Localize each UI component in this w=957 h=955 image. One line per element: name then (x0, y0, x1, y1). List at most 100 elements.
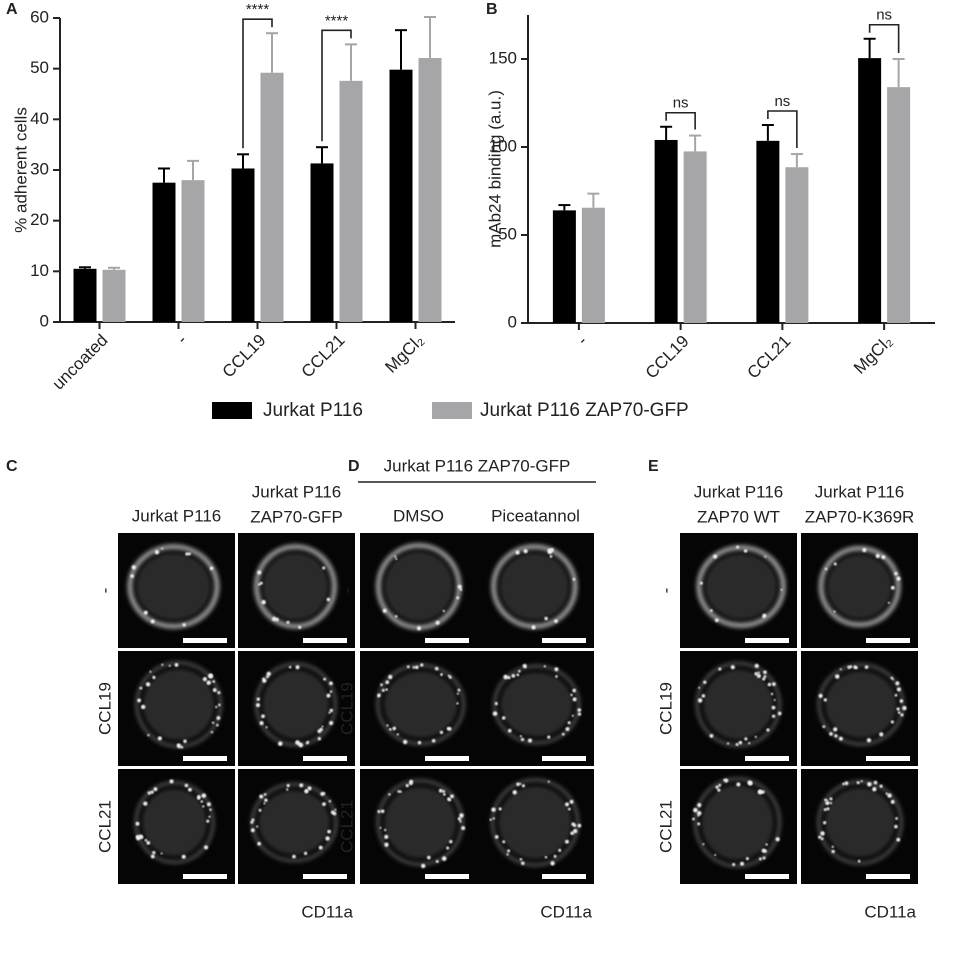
speckle (420, 663, 424, 667)
speckle (409, 781, 413, 786)
speckle (822, 725, 826, 728)
legend-label: Jurkat P116 (263, 400, 363, 421)
speckle (570, 693, 573, 697)
speckle (519, 782, 522, 785)
speckle (150, 619, 155, 624)
speckle (259, 581, 263, 585)
cell-membrane (493, 664, 581, 745)
speckle (406, 665, 410, 669)
cell-haze (824, 787, 896, 858)
speckle (256, 697, 260, 701)
speckle (833, 610, 836, 613)
speckle (139, 686, 143, 690)
row-label: - (95, 588, 114, 594)
scale-bar (425, 874, 469, 879)
speckle (396, 733, 399, 736)
speckle (763, 675, 767, 678)
speckle (327, 829, 331, 834)
speckle (305, 741, 309, 745)
speckle (833, 562, 837, 566)
scale-bar (745, 756, 789, 761)
speckle (894, 824, 898, 829)
speckle (847, 665, 850, 668)
speckle (829, 797, 833, 801)
speckle (896, 576, 901, 581)
micrograph (118, 769, 235, 884)
speckle (216, 723, 219, 727)
speckle (857, 859, 861, 863)
channel-label: CD11a (301, 902, 353, 921)
speckle (397, 790, 401, 793)
cell-haze (383, 671, 458, 738)
speckle (439, 730, 444, 735)
speckle (434, 666, 439, 671)
speckle (544, 856, 548, 859)
speckle (417, 740, 422, 745)
speckle (767, 682, 772, 687)
speckle (709, 733, 714, 738)
speckle (217, 691, 221, 695)
speckle (723, 778, 726, 782)
speckle (505, 676, 508, 679)
speckle (555, 675, 558, 678)
cell-haze (384, 551, 454, 622)
speckle (820, 831, 825, 836)
significance-bracket (868, 23, 900, 53)
speckle (823, 821, 827, 825)
speckle (322, 802, 326, 807)
speckle (770, 692, 774, 696)
y-tick-label: 150 (489, 48, 517, 67)
scale-bar (303, 874, 347, 879)
speckle (766, 728, 770, 732)
speckle (435, 620, 440, 625)
speckle (384, 834, 389, 839)
speckle (261, 599, 266, 605)
speckle (146, 840, 151, 845)
speckle (145, 682, 151, 687)
speckle (135, 821, 140, 826)
speckle (544, 616, 548, 621)
cell-haze (142, 788, 207, 857)
speckle (261, 714, 265, 719)
speckle (565, 727, 570, 732)
scale-bar (183, 874, 227, 879)
speckle (386, 724, 389, 727)
speckle (521, 861, 525, 865)
speckle (147, 791, 152, 795)
x-tick-label: CCL21 (744, 332, 795, 383)
speckle (286, 784, 290, 788)
scale-bar (866, 756, 910, 761)
speckle (321, 725, 324, 728)
speckle (502, 840, 506, 844)
speckle (520, 737, 525, 742)
speckle (775, 837, 780, 842)
speckle (818, 693, 823, 698)
speckle (826, 807, 830, 811)
speckle (385, 680, 390, 685)
speckle (456, 692, 459, 695)
speckle (839, 668, 842, 671)
speckle (736, 782, 741, 787)
speckle (762, 856, 766, 860)
speckle (377, 809, 381, 814)
speckle (414, 665, 419, 670)
speckle (197, 796, 201, 800)
significance-bracket (767, 110, 798, 149)
micrograph (477, 769, 594, 884)
speckle (718, 667, 722, 671)
speckle (890, 799, 895, 804)
scale-bar (542, 638, 586, 643)
significance-bracket (242, 18, 273, 149)
bar (231, 168, 255, 322)
speckle (699, 581, 703, 585)
speckle (543, 665, 547, 668)
speckle (524, 666, 527, 669)
speckle (183, 739, 187, 743)
speckle (329, 681, 333, 686)
speckle (831, 849, 835, 854)
y-tick-label: 50 (30, 58, 49, 77)
column-label: DMSO (393, 506, 444, 525)
column-label: Jurkat P116 (252, 482, 341, 501)
speckle (405, 784, 409, 788)
speckle (259, 794, 264, 799)
